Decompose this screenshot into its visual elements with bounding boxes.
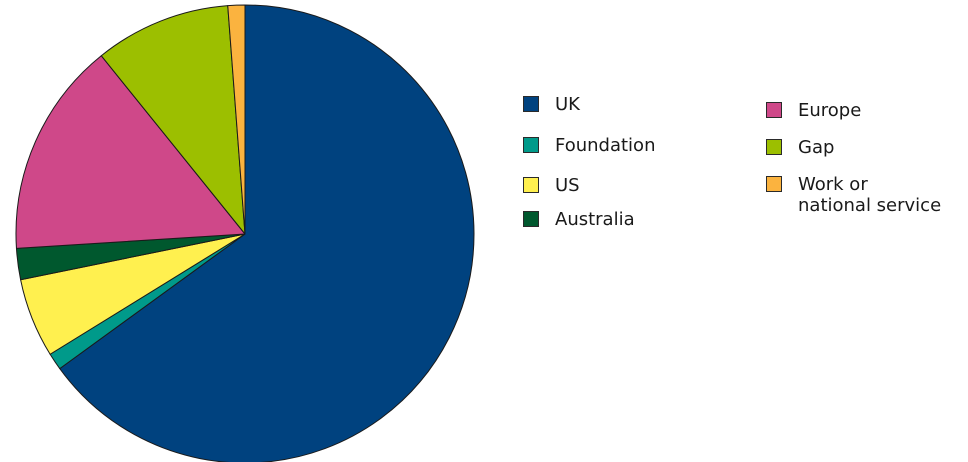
legend-label-uk: UK [555,94,580,115]
legend-swatch-europe [766,102,782,118]
legend-label-australia: Australia [555,209,635,230]
pie-slice-gap [100,5,246,235]
pie-slice-work-or-national-service [227,4,246,235]
pie-slice-uk [59,4,475,462]
chart-legend: UK Foundation US Australia Europe Gap Wo… [523,94,963,244]
legend-item-us: US [523,175,580,196]
legend-swatch-us [523,177,539,193]
pie-slice-europe [15,55,246,249]
legend-swatch-foundation [523,137,539,153]
legend-label-europe: Europe [798,100,862,121]
legend-item-foundation: Foundation [523,135,655,156]
legend-label-us: US [555,175,580,196]
legend-item-work-or-national-service: Work or national service [766,174,941,216]
legend-swatch-uk [523,96,539,112]
legend-swatch-gap [766,139,782,155]
legend-item-australia: Australia [523,209,635,230]
legend-label-gap: Gap [798,137,835,158]
legend-item-uk: UK [523,94,580,115]
legend-swatch-australia [523,211,539,227]
legend-item-europe: Europe [766,100,861,121]
legend-item-gap: Gap [766,137,834,158]
legend-label-foundation: Foundation [555,135,656,156]
legend-label-work-or-national-service: Work or national service [798,174,942,216]
legend-swatch-work-or-national-service [766,176,782,192]
